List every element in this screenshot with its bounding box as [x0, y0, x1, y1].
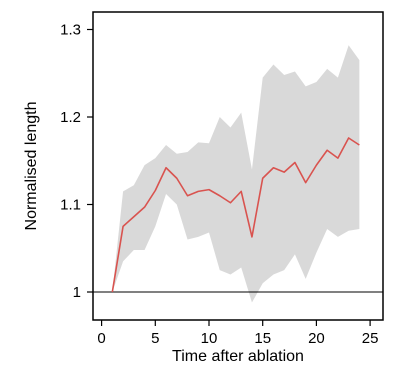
x-tick-label: 15 — [254, 330, 271, 347]
error-band — [112, 45, 360, 303]
x-tick-label: 10 — [201, 330, 218, 347]
plot-frame — [92, 11, 384, 321]
x-tick-label: 5 — [151, 330, 159, 347]
x-tick-label: 20 — [308, 330, 325, 347]
x-axis-label: Time after ablation — [172, 348, 304, 365]
x-tick-label: 0 — [97, 330, 105, 347]
y-tick-label: 1 — [73, 284, 81, 301]
y-tick-label: 1.2 — [60, 109, 81, 126]
y-tick-label: 1.3 — [60, 22, 81, 39]
mean-line — [111, 137, 360, 293]
y-axis-label: Normalised length — [23, 102, 40, 231]
y-tick-label: 1.1 — [60, 197, 81, 214]
x-tick-label: 25 — [362, 330, 379, 347]
